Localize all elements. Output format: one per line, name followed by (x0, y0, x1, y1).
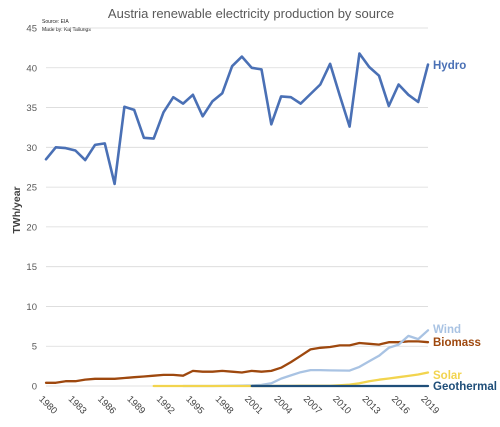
biomass-series-label: Biomass (433, 337, 481, 349)
hydro-series-label: Hydro (433, 60, 466, 72)
x-tick-label: 1992 (154, 394, 177, 417)
biomass-series-line (44, 340, 430, 384)
y-tick-label: 10 (26, 302, 37, 313)
y-tick-label: 40 (26, 63, 37, 74)
y-tick-label: 0 (32, 382, 37, 393)
x-tick-label: 1983 (66, 394, 89, 417)
x-tick-label: 2001 (242, 394, 265, 417)
chart-title: Austria renewable electricity production… (108, 6, 394, 21)
source-note: Source: EIA (42, 19, 69, 25)
y-tick-label: 45 (26, 24, 37, 35)
y-tick-label: 35 (26, 103, 37, 114)
x-tick-label: 2007 (301, 394, 324, 417)
x-tick-label: 1989 (125, 394, 148, 417)
x-tick-label: 2016 (389, 394, 412, 417)
x-tick-label: 2004 (271, 394, 294, 417)
solar-series-label: Solar (433, 370, 462, 382)
x-tick-label: 1995 (183, 394, 206, 417)
x-axis-ticks: 1980 1983 1986 1989 1992 1995 1998 2001 2004 2007… (36, 394, 441, 417)
wind-series-label: Wind (433, 324, 461, 336)
y-tick-label: 5 (32, 342, 37, 353)
x-tick-label: 2013 (360, 394, 383, 417)
x-tick-label: 2010 (330, 394, 353, 417)
author-note: Made by: Kaj Tallungs (42, 27, 91, 33)
x-tick-label: 1998 (213, 394, 236, 417)
x-tick-label: 1980 (36, 394, 59, 417)
gridlines (46, 27, 428, 387)
geothermal-series-label: Geothermal (433, 381, 497, 393)
y-tick-label: 25 (26, 183, 37, 194)
y-tick-label: 15 (26, 262, 37, 273)
y-tick-label: 20 (26, 222, 37, 233)
y-axis-ticks: 0 5 10 15 20 25 30 35 40 45 (26, 24, 37, 393)
x-tick-label: 2019 (418, 394, 441, 417)
y-axis-label: TWh/year (11, 186, 23, 233)
x-tick-label: 1986 (95, 394, 118, 417)
hydro-series-line (44, 52, 430, 186)
y-tick-label: 30 (26, 143, 37, 154)
series-lines (44, 52, 430, 388)
